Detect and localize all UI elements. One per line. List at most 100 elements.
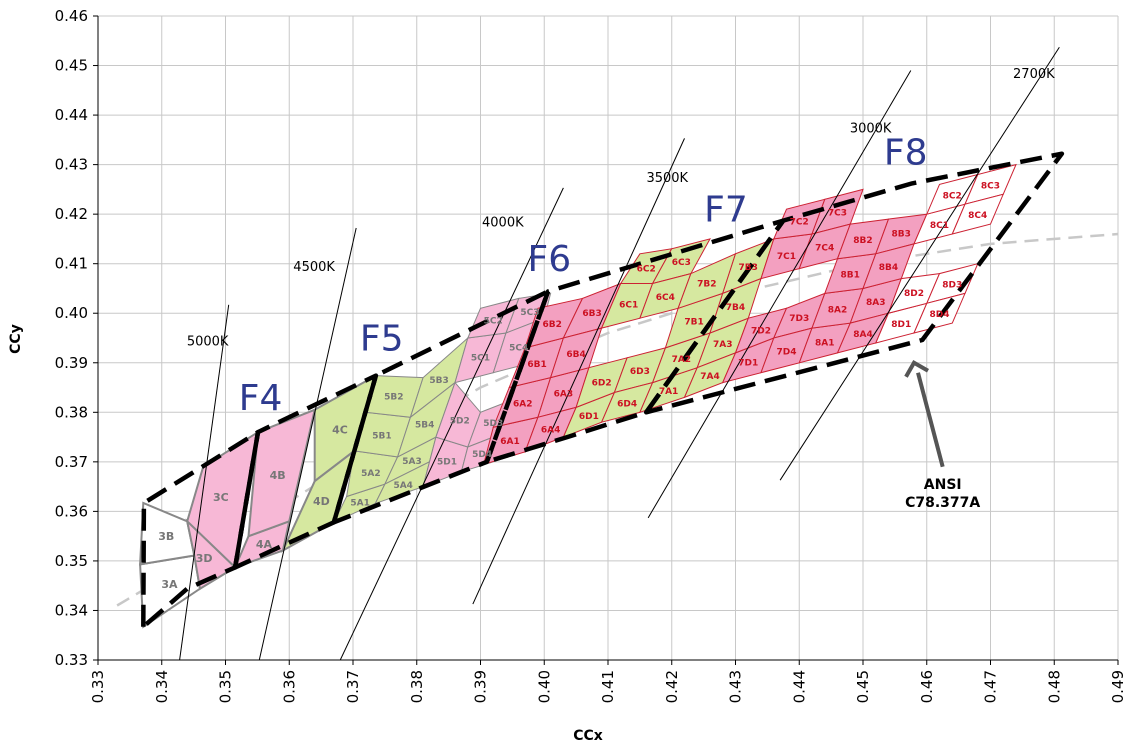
bin-label: 5D3 (483, 419, 503, 429)
x-tick-label: 0.34 (153, 670, 171, 703)
bin-label: 6D3 (630, 367, 650, 377)
bin-label: 7A4 (700, 372, 720, 382)
bin-label: 6A3 (554, 389, 574, 399)
bin-label: 7C4 (815, 243, 834, 253)
bin-label: 6B1 (527, 360, 546, 370)
y-tick-label: 0.37 (55, 453, 88, 471)
x-tick-label: 0.41 (599, 670, 617, 703)
bin-label: 8A1 (815, 339, 835, 349)
y-tick-label: 0.44 (55, 106, 88, 124)
x-tick-label: 0.39 (472, 670, 490, 703)
bin-label: 6C3 (672, 258, 691, 268)
y-tick-label: 0.35 (55, 552, 88, 570)
bin-label: 7D1 (738, 359, 758, 369)
bin-label: 6D4 (617, 399, 637, 409)
bin-label: 6D1 (579, 412, 599, 422)
bin-label: 8D3 (942, 281, 962, 291)
bin-label: 8B3 (892, 230, 911, 240)
y-tick-label: 0.40 (55, 304, 88, 322)
y-tick-label: 0.45 (55, 57, 88, 75)
bin-label: 4C (332, 423, 348, 436)
bin-label: 6A1 (500, 437, 520, 447)
cct-label: 2700K (1013, 67, 1055, 82)
cct-label: 5000K (187, 334, 229, 349)
bin-label: 5C4 (509, 344, 528, 354)
x-tick-label: 0.49 (1109, 670, 1127, 703)
bin-label: 6B3 (582, 309, 601, 319)
bin-label: 8C3 (981, 181, 1000, 191)
bin-label: 8D1 (891, 320, 911, 330)
y-tick-label: 0.33 (55, 651, 88, 669)
bin-label: 5A2 (361, 469, 381, 479)
bin-label: 3D (196, 552, 213, 565)
bin-label: 6A4 (541, 425, 561, 435)
y-axis-title: CCy (8, 324, 24, 354)
bin-label: 5D4 (472, 450, 492, 460)
x-tick-label: 0.42 (663, 670, 681, 703)
cct-label: 4500K (293, 260, 335, 275)
bin-label: 8A3 (866, 298, 886, 308)
group-label: F7 (704, 190, 748, 231)
bin-label: 8A4 (853, 330, 873, 340)
x-tick-label: 0.33 (89, 670, 107, 703)
bin-label: 5C1 (471, 354, 490, 364)
y-tick-label: 0.46 (55, 7, 88, 25)
bin-label: 7B3 (739, 263, 758, 273)
bin-label: 5B3 (429, 376, 448, 386)
bin-label: 7A1 (659, 387, 679, 397)
bin-label: 4B (270, 469, 286, 482)
bin-label: 6D2 (592, 378, 612, 388)
bin-label: 8B1 (841, 271, 860, 281)
cct-label: 4000K (482, 216, 524, 231)
bin-label: 8B2 (853, 236, 872, 246)
x-tick-label: 0.47 (982, 670, 1000, 703)
ansi-label-line1: ANSI (924, 477, 962, 493)
bin-label: 7C3 (828, 209, 847, 219)
x-tick-label: 0.38 (408, 670, 426, 703)
x-tick-label: 0.40 (535, 670, 553, 703)
bin-label: 5A1 (350, 499, 370, 509)
bin-label: 7C1 (777, 252, 796, 262)
y-tick-label: 0.42 (55, 205, 88, 223)
group-label: F5 (360, 318, 404, 359)
group-label: F4 (239, 378, 283, 419)
group-label: F6 (528, 239, 572, 280)
y-tick-label: 0.41 (55, 255, 88, 273)
bin-label: 5B2 (384, 393, 403, 403)
x-tick-label: 0.35 (217, 670, 235, 703)
x-tick-label: 0.46 (918, 670, 936, 703)
bin-label: 5C3 (520, 308, 539, 318)
bin-label: 7D4 (777, 347, 797, 357)
bin-label: 7D3 (789, 314, 809, 324)
bin-label: 7B2 (697, 279, 716, 289)
y-tick-label: 0.34 (55, 601, 88, 619)
y-tick-label: 0.39 (55, 354, 88, 372)
bin-label: 8B4 (879, 263, 898, 273)
bin-label: 5B4 (415, 420, 434, 430)
bin-label: 6A2 (513, 399, 533, 409)
bin-label: 7C2 (790, 217, 809, 227)
bin-label: 5B1 (372, 431, 391, 441)
cct-label: 3500K (646, 171, 688, 186)
bin-label: 6C1 (619, 300, 638, 310)
y-tick-label: 0.36 (55, 502, 88, 520)
ansi-label-line2: C78.377A (905, 495, 980, 511)
bin-label: 8D2 (904, 289, 924, 299)
bin-label: 7A3 (713, 340, 733, 350)
bin-label: 5A3 (402, 457, 422, 467)
x-tick-label: 0.36 (280, 670, 298, 703)
group-label: F8 (884, 133, 928, 174)
bin-label: 8C4 (968, 211, 987, 221)
bin-label: 7B4 (726, 303, 745, 313)
bin-label: 8C2 (943, 191, 962, 201)
bin-label: 4D (313, 495, 330, 508)
x-tick-label: 0.48 (1045, 670, 1063, 703)
y-tick-label: 0.38 (55, 403, 88, 421)
bin-label: 3B (158, 530, 174, 543)
bin-label: 7D2 (751, 326, 771, 336)
bin-label: 6B2 (543, 320, 562, 330)
bin-label: 8C1 (930, 221, 949, 231)
bin-label: 5C2 (484, 316, 503, 326)
bin-label: 7A2 (672, 355, 692, 365)
